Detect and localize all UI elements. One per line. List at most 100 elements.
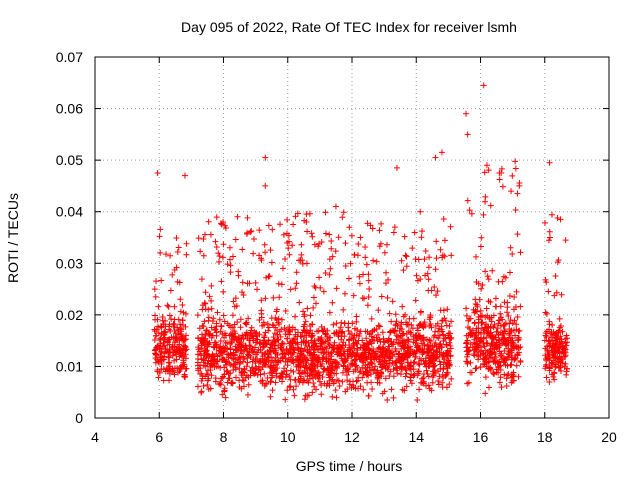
data-point [231, 333, 238, 340]
data-point [412, 354, 419, 361]
data-point [482, 321, 489, 328]
data-point [363, 344, 370, 351]
data-point [202, 363, 209, 370]
data-point [385, 276, 392, 283]
data-point [173, 333, 180, 340]
data-point [194, 362, 201, 369]
data-point [227, 341, 234, 348]
data-point [301, 313, 308, 320]
data-point [236, 365, 243, 372]
data-point [473, 253, 480, 260]
data-point [410, 366, 417, 373]
data-point [549, 359, 556, 366]
data-point [221, 330, 228, 337]
data-point [290, 368, 297, 375]
data-point [338, 336, 345, 343]
data-point [408, 380, 415, 387]
data-point [422, 272, 429, 279]
data-point [322, 209, 329, 216]
data-point [347, 260, 354, 267]
data-point [234, 337, 241, 344]
data-point [432, 154, 439, 161]
data-point [492, 350, 499, 357]
data-point [152, 293, 159, 300]
data-point [431, 362, 438, 369]
data-point [379, 329, 386, 336]
data-point [477, 352, 484, 359]
data-point [480, 334, 487, 341]
data-point [484, 340, 491, 347]
data-point [513, 321, 520, 328]
data-point [224, 261, 231, 268]
data-point [340, 306, 347, 313]
data-point [353, 318, 360, 325]
data-point [431, 284, 438, 291]
data-point [290, 349, 297, 356]
data-point [428, 324, 435, 331]
data-point [425, 276, 432, 283]
data-point [491, 358, 498, 365]
data-point [375, 322, 382, 329]
data-point [228, 332, 235, 339]
data-point [471, 319, 478, 326]
data-point [318, 382, 325, 389]
data-point [217, 348, 224, 355]
data-point [198, 345, 205, 352]
data-point [414, 342, 421, 349]
data-point [498, 350, 505, 357]
data-point [218, 323, 225, 330]
data-point [363, 335, 370, 342]
data-point [499, 316, 506, 323]
data-point [495, 369, 502, 376]
data-point [195, 235, 202, 242]
data-point [176, 349, 183, 356]
data-point [439, 379, 446, 386]
data-point [217, 337, 224, 344]
data-point [240, 353, 247, 360]
data-point [510, 369, 517, 376]
data-point [169, 271, 176, 278]
data-point [470, 351, 477, 358]
data-point [262, 249, 269, 256]
data-point [155, 303, 162, 310]
data-point [345, 324, 352, 331]
data-point [244, 280, 251, 287]
data-point [498, 384, 505, 391]
data-point [562, 237, 569, 244]
data-point [344, 377, 351, 384]
data-point [341, 290, 348, 297]
data-point [177, 321, 184, 328]
data-point [286, 331, 293, 338]
data-point [244, 334, 251, 341]
data-point [289, 242, 296, 249]
data-point [377, 361, 384, 368]
data-point [207, 231, 214, 238]
data-point [388, 348, 395, 355]
data-point [549, 322, 556, 329]
data-point [261, 370, 268, 377]
data-point [269, 342, 276, 349]
data-point [161, 328, 168, 335]
data-point [419, 228, 426, 235]
data-point [375, 344, 382, 351]
data-point [408, 371, 415, 378]
data-point [221, 334, 228, 341]
data-point [370, 257, 377, 264]
data-point [342, 365, 349, 372]
data-point [412, 332, 419, 339]
data-point [406, 315, 413, 322]
data-point [301, 327, 308, 334]
data-point [285, 232, 292, 239]
data-point [236, 384, 243, 391]
data-point [307, 327, 314, 334]
data-point [493, 366, 500, 373]
data-point [432, 322, 439, 329]
data-point [380, 338, 387, 345]
data-point [326, 334, 333, 341]
data-point [165, 359, 172, 366]
data-point [279, 378, 286, 385]
data-point [505, 313, 512, 320]
data-point [434, 288, 441, 295]
data-point [423, 367, 430, 374]
data-point [386, 310, 393, 317]
